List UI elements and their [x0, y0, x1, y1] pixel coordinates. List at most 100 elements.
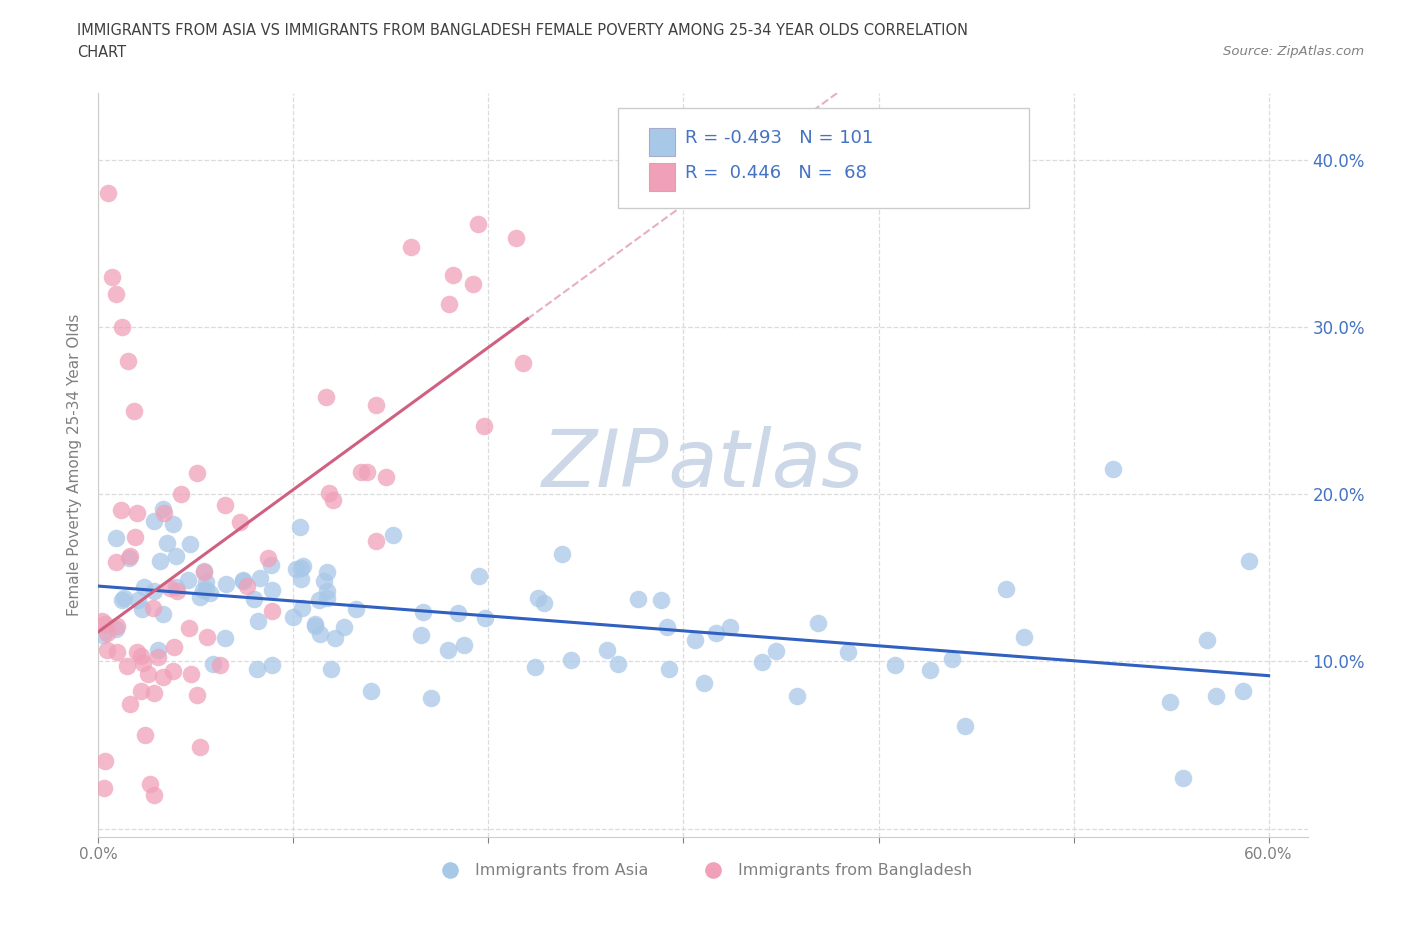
Point — [127, 592, 149, 607]
Point — [152, 502, 174, 517]
Point — [139, 777, 162, 791]
Point — [142, 601, 165, 616]
Point — [159, 580, 181, 595]
Legend: Immigrants from Asia, Immigrants from Bangladesh: Immigrants from Asia, Immigrants from Ba… — [427, 857, 979, 884]
Point — [193, 565, 215, 579]
Point — [131, 656, 153, 671]
Point — [344, 602, 367, 617]
Text: CHART: CHART — [77, 45, 127, 60]
Point — [447, 606, 470, 621]
Point — [152, 606, 174, 621]
Point — [318, 485, 340, 500]
Point — [152, 670, 174, 684]
Point — [657, 620, 679, 635]
Point — [381, 528, 404, 543]
Point — [142, 583, 165, 598]
Point — [91, 614, 114, 629]
Point — [281, 610, 304, 625]
Point — [304, 619, 326, 634]
Point — [129, 684, 152, 698]
Point — [512, 355, 534, 370]
Point — [1205, 688, 1227, 703]
Point — [209, 658, 232, 672]
Point — [953, 719, 976, 734]
Point — [214, 498, 236, 512]
Point — [290, 571, 312, 586]
Point — [194, 574, 217, 589]
Point — [198, 585, 221, 600]
Point — [166, 583, 188, 598]
Point — [110, 503, 132, 518]
Point — [111, 592, 134, 607]
Point — [316, 565, 339, 579]
Point — [650, 593, 672, 608]
Point — [131, 602, 153, 617]
Point — [176, 572, 198, 587]
Point — [260, 557, 283, 572]
Point — [143, 788, 166, 803]
Point — [165, 549, 187, 564]
Point — [162, 516, 184, 531]
Point — [308, 592, 330, 607]
Point — [995, 581, 1018, 596]
Point — [257, 551, 280, 565]
Point — [468, 569, 491, 584]
Point — [243, 591, 266, 606]
Y-axis label: Female Poverty Among 25-34 Year Olds: Female Poverty Among 25-34 Year Olds — [67, 313, 83, 617]
Point — [526, 591, 548, 605]
Point — [375, 470, 398, 485]
Point — [246, 614, 269, 629]
Point — [186, 465, 208, 480]
Point — [524, 660, 547, 675]
Point — [93, 780, 115, 795]
Point — [704, 625, 727, 640]
Point — [1101, 461, 1123, 476]
Point — [360, 684, 382, 698]
Point — [323, 631, 346, 646]
Point — [179, 537, 201, 551]
Point — [246, 661, 269, 676]
Point — [214, 631, 236, 645]
Point — [105, 621, 128, 636]
Point — [1197, 632, 1219, 647]
Text: Source: ZipAtlas.com: Source: ZipAtlas.com — [1223, 45, 1364, 58]
Point — [453, 637, 475, 652]
Point — [118, 551, 141, 565]
Point — [260, 604, 283, 618]
Point — [156, 536, 179, 551]
Point — [105, 618, 128, 633]
Point — [316, 591, 339, 605]
Point — [111, 320, 134, 335]
Text: R =  0.446   N =  68: R = 0.446 N = 68 — [685, 164, 866, 181]
Point — [332, 619, 354, 634]
Point — [177, 620, 200, 635]
Point — [124, 530, 146, 545]
Point — [693, 675, 716, 690]
Point — [399, 240, 422, 255]
Point — [115, 658, 138, 673]
Point — [194, 582, 217, 597]
Point — [202, 657, 225, 671]
Point — [1171, 771, 1194, 786]
Point — [505, 231, 527, 246]
Point — [149, 553, 172, 568]
Point — [146, 643, 169, 658]
Point — [290, 561, 312, 576]
Point — [188, 739, 211, 754]
Point — [596, 643, 619, 658]
Point — [163, 640, 186, 655]
Point — [193, 583, 215, 598]
Point — [560, 653, 582, 668]
Point — [232, 573, 254, 588]
Point — [165, 580, 187, 595]
Text: ZIPatlas: ZIPatlas — [541, 426, 865, 504]
Point — [412, 604, 434, 619]
Point — [356, 464, 378, 479]
Point — [288, 520, 311, 535]
FancyBboxPatch shape — [619, 108, 1029, 208]
Point — [162, 664, 184, 679]
FancyBboxPatch shape — [648, 128, 675, 156]
Point — [627, 591, 650, 606]
Point — [420, 690, 443, 705]
Point — [1232, 684, 1254, 698]
